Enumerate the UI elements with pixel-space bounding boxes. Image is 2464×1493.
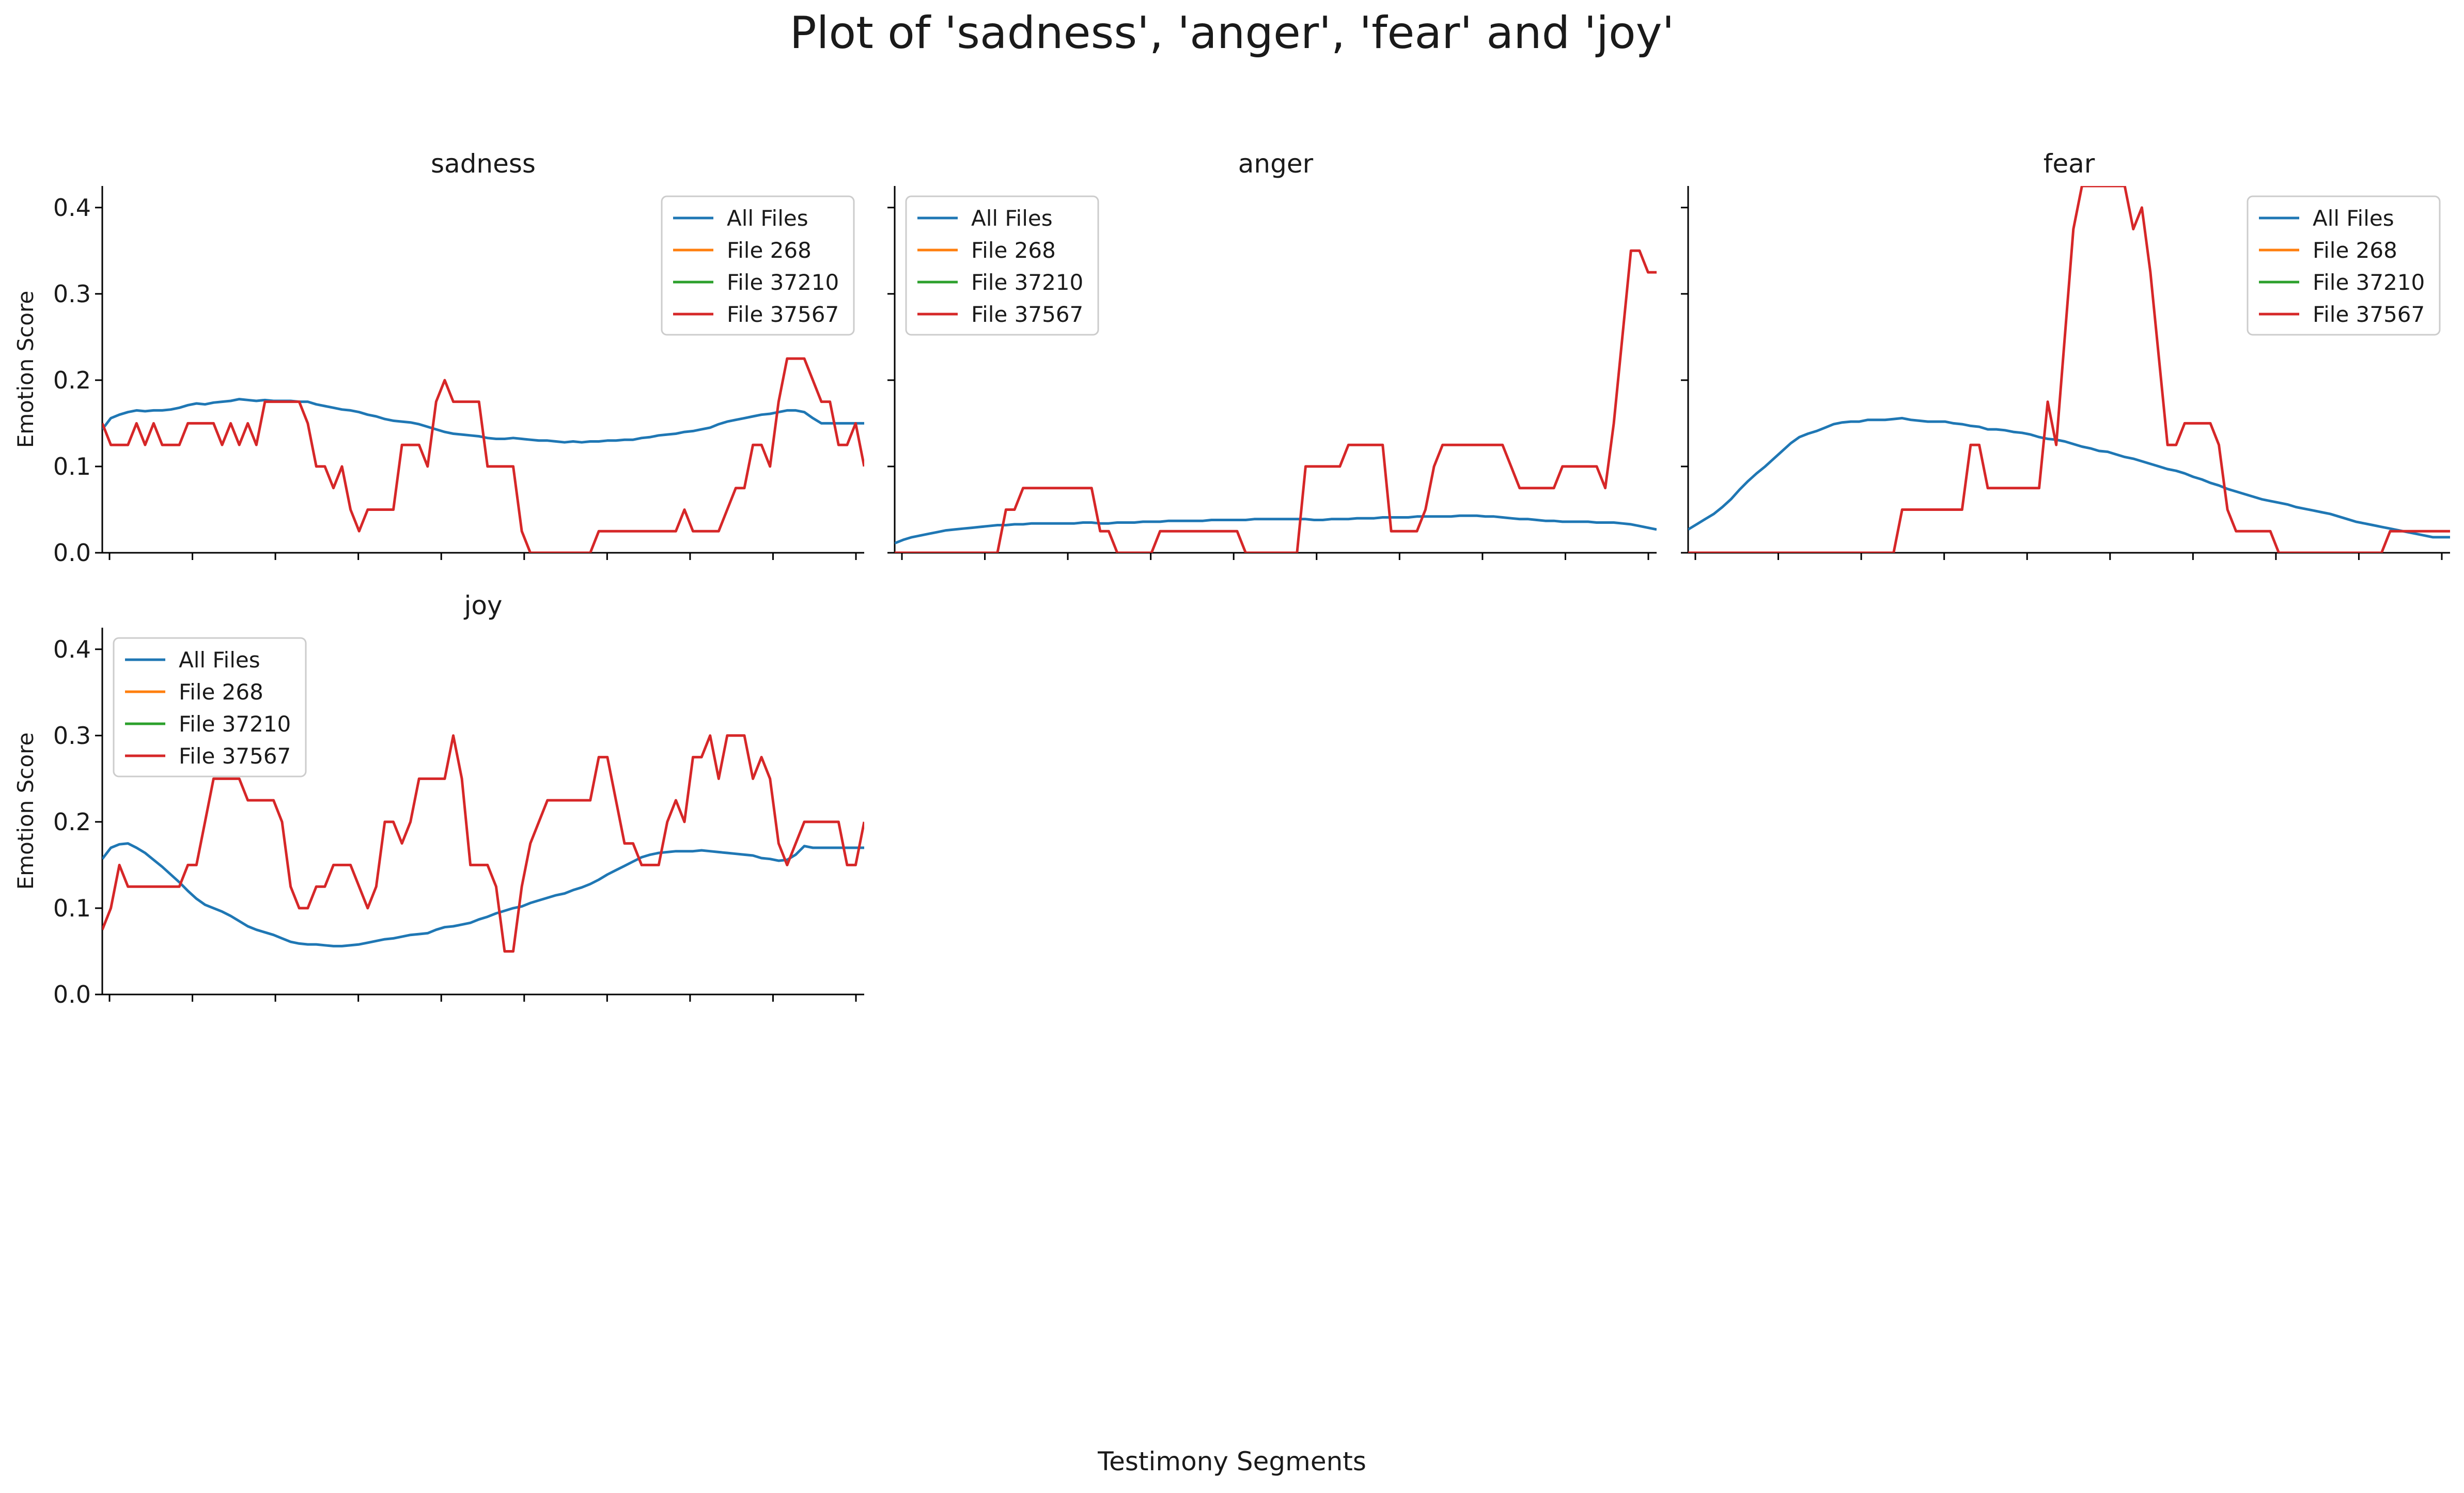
legend-label: File 268 bbox=[971, 238, 1056, 263]
series-lines bbox=[102, 357, 864, 553]
subplot-title: sadness bbox=[431, 149, 536, 179]
series-line-all-files bbox=[895, 514, 1657, 545]
legend-label: File 37210 bbox=[971, 270, 1083, 295]
legend-label: File 37567 bbox=[971, 302, 1083, 327]
y-axis-label: Emotion Score bbox=[13, 291, 38, 448]
legend-box bbox=[905, 195, 1099, 336]
y-tick-label: 0.4 bbox=[53, 194, 91, 222]
subplot-title: joy bbox=[463, 590, 502, 620]
y-tick-label: 0.1 bbox=[53, 453, 91, 480]
y-tick-label: 0.3 bbox=[53, 280, 91, 308]
subplot-title: anger bbox=[1238, 149, 1314, 179]
subplot-sadness: sadness 0.0 0.1 0.2 0.3 0.4 Emotion Score All F… bbox=[13, 149, 864, 567]
legend-label: File 268 bbox=[2313, 238, 2397, 263]
y-tick-label: 0.2 bbox=[53, 808, 91, 836]
series-line-file-37567 bbox=[895, 249, 1657, 553]
legend-label: File 37210 bbox=[179, 711, 291, 737]
series-line-file-37567 bbox=[102, 734, 864, 953]
subplot-title: fear bbox=[2044, 149, 2095, 179]
subplot-fear: fear All Files File 268 File 37210 File 3756… bbox=[1681, 149, 2450, 560]
legend-label: All Files bbox=[2313, 206, 2394, 231]
y-tick-label: 0.0 bbox=[53, 539, 91, 567]
legend-label: All Files bbox=[727, 206, 808, 231]
series-lines bbox=[895, 249, 1657, 553]
legend-label: File 37567 bbox=[2313, 302, 2425, 327]
legend: All Files File 268 File 37210 File 37567 bbox=[661, 195, 855, 336]
legend-box bbox=[113, 637, 307, 777]
series-line-all-files bbox=[102, 842, 864, 947]
legend-label: File 268 bbox=[727, 238, 812, 263]
series-line-all-files bbox=[1688, 416, 2450, 539]
y-tick-label: 0.2 bbox=[53, 366, 91, 394]
subplot-joy: joy 0.0 0.1 0.2 0.3 0.4 Emotion Score All Files… bbox=[13, 590, 864, 1008]
legend-label: File 37210 bbox=[2313, 270, 2425, 295]
legend-label: File 37567 bbox=[727, 302, 839, 327]
x-axis-label: Testimony Segments bbox=[1098, 1447, 1366, 1476]
subplot-anger: anger All Files File 268 File 37210 File 375… bbox=[887, 149, 1657, 560]
legend-label: File 268 bbox=[179, 679, 263, 705]
legend-box bbox=[2247, 195, 2441, 336]
y-tick-label: 0.4 bbox=[53, 635, 91, 663]
series-lines bbox=[1688, 186, 2450, 553]
series-line-file-37567 bbox=[1688, 186, 2450, 553]
figure-title: Plot of 'sadness', 'anger', 'fear' and '… bbox=[789, 7, 1675, 59]
legend-label: All Files bbox=[179, 647, 260, 673]
legend-label: File 37210 bbox=[727, 270, 839, 295]
y-tick-label: 0.3 bbox=[53, 722, 91, 750]
legend-label: All Files bbox=[971, 206, 1053, 231]
y-tick-label: 0.1 bbox=[53, 894, 91, 922]
legend: All Files File 268 File 37210 File 37567 bbox=[2247, 195, 2441, 336]
legend-box bbox=[661, 195, 855, 336]
legend-label: File 37567 bbox=[179, 743, 291, 769]
legend: All Files File 268 File 37210 File 37567 bbox=[113, 637, 307, 777]
y-tick-label: 0.0 bbox=[53, 981, 91, 1008]
legend: All Files File 268 File 37210 File 37567 bbox=[905, 195, 1099, 336]
series-lines bbox=[102, 734, 864, 953]
series-line-file-37567 bbox=[102, 357, 864, 553]
y-axis-label: Emotion Score bbox=[13, 733, 38, 890]
